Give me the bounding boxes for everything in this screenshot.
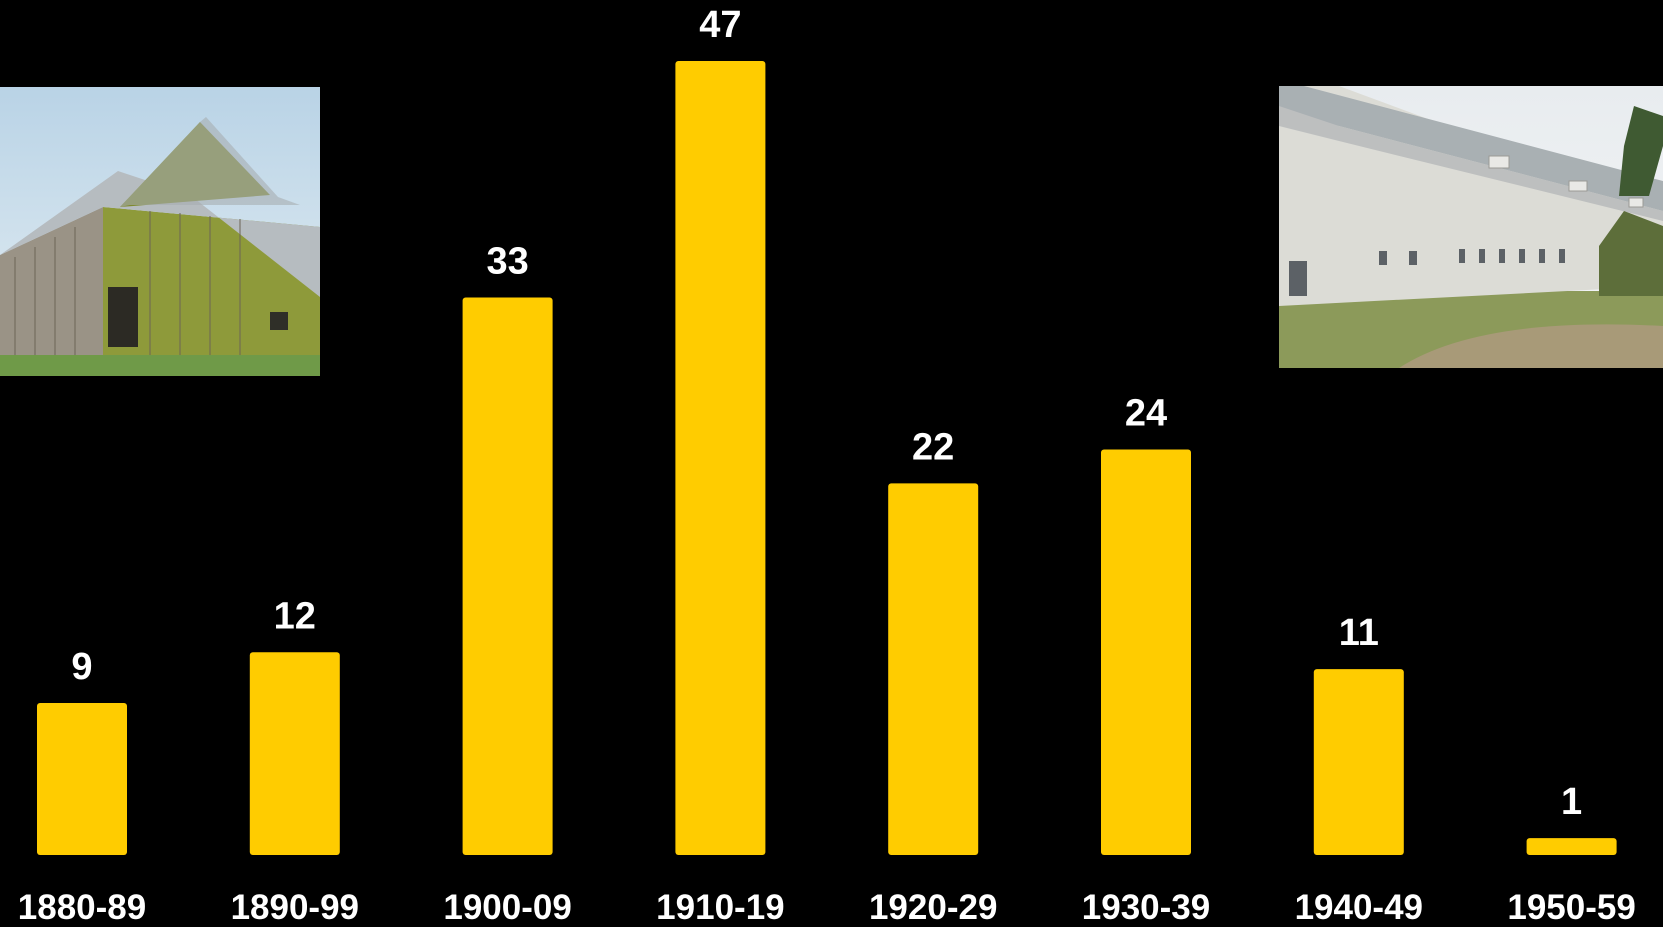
bar-value-label: 9	[71, 646, 92, 688]
category-label: 1940-49	[1295, 888, 1423, 927]
bar-1880-89	[37, 703, 127, 855]
bar-1890-99	[250, 652, 340, 855]
bar-1950-59	[1527, 838, 1617, 855]
bar-1940-49	[1314, 669, 1404, 855]
bar-1910-19	[675, 61, 765, 855]
category-label: 1950-59	[1507, 888, 1635, 927]
category-label: 1920-29	[869, 888, 997, 927]
category-label: 1900-09	[443, 888, 571, 927]
bar-value-label: 24	[1125, 393, 1167, 435]
bar-value-label: 33	[486, 241, 528, 283]
bar-value-label: 12	[274, 595, 316, 637]
bar-value-label: 1	[1561, 781, 1582, 823]
category-label: 1890-99	[231, 888, 359, 927]
category-label: 1880-89	[18, 888, 146, 927]
bar-value-label: 22	[912, 426, 954, 468]
bar-1920-29	[888, 483, 978, 855]
bar-1900-09	[463, 298, 553, 855]
category-label: 1910-19	[656, 888, 784, 927]
bar-1930-39	[1101, 450, 1191, 855]
bar-value-label: 47	[699, 4, 741, 46]
category-label: 1930-39	[1082, 888, 1210, 927]
bar-value-label: 11	[1339, 612, 1379, 654]
old-barn-photo	[0, 87, 320, 376]
gambrel-dairy-barn-photo	[1279, 86, 1663, 368]
